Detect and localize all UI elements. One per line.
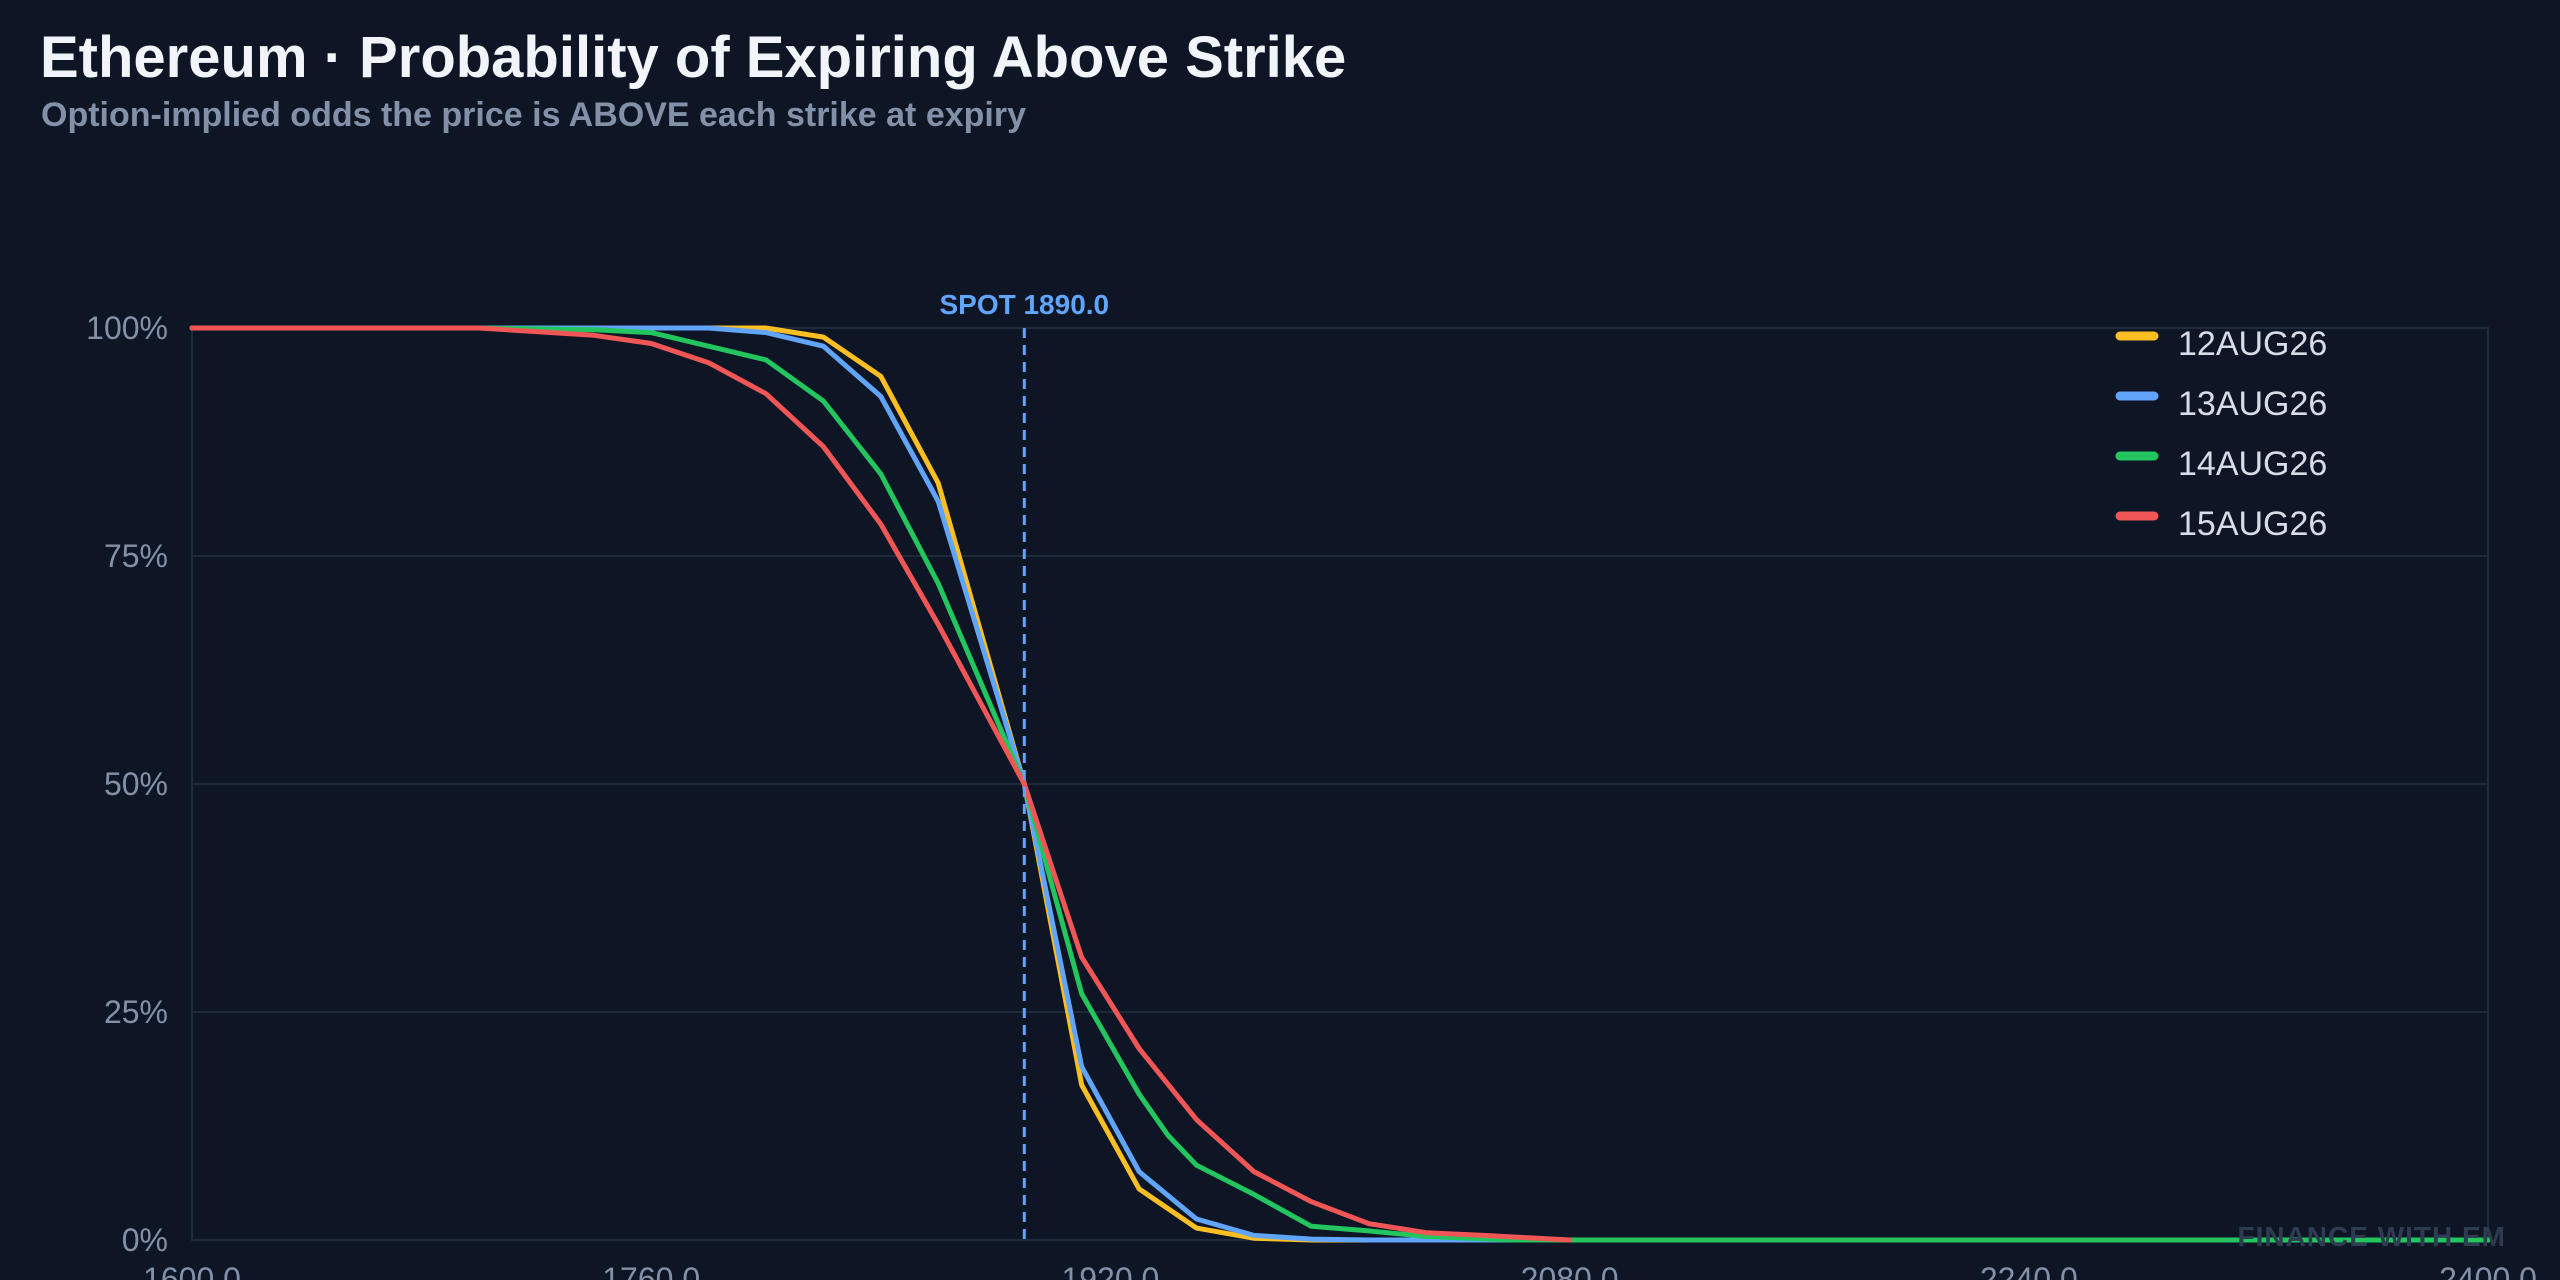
spot-marker: SPOT 1890.0 xyxy=(939,289,1109,1240)
y-tick-label: 50% xyxy=(104,766,168,802)
series-line-15aug26 xyxy=(189,325,1573,1243)
x-tick-label: 2240.0 xyxy=(1980,1261,2078,1280)
series-line-13aug26 xyxy=(189,325,2491,1243)
series-lines xyxy=(189,325,2491,1243)
legend-label: 13AUG26 xyxy=(2178,385,2327,423)
x-tick-label: 1760.0 xyxy=(602,1261,700,1280)
y-tick-label: 75% xyxy=(104,538,168,574)
x-tick-label: 1600.0 xyxy=(143,1261,241,1280)
page-title: Ethereum · Probability of Expiring Above… xyxy=(40,25,1347,90)
y-tick-label: 0% xyxy=(122,1222,168,1258)
x-axis-tick-labels: 1600.0 1760.0 1920.0 2080.0 2240.0 2400.0 xyxy=(143,1261,2537,1280)
y-tick-label: 100% xyxy=(86,310,168,346)
page-subtitle: Option-implied odds the price is ABOVE e… xyxy=(41,96,1026,134)
x-tick-label: 1920.0 xyxy=(1061,1261,1159,1280)
x-tick-label: 2400.0 xyxy=(2439,1261,2537,1280)
x-tick-label: 2080.0 xyxy=(1521,1261,1619,1280)
legend: 12AUG26 13AUG26 14AUG26 15AUG26 xyxy=(2115,325,2327,543)
y-axis-tick-labels: 0% 25% 50% 75% 100% xyxy=(86,310,168,1258)
spot-label: SPOT 1890.0 xyxy=(939,289,1109,320)
legend-label: 14AUG26 xyxy=(2178,445,2327,483)
legend-label: 15AUG26 xyxy=(2178,505,2327,543)
y-tick-label: 25% xyxy=(104,994,168,1030)
series-line-14aug26 xyxy=(189,325,2491,1243)
legend-label: 12AUG26 xyxy=(2178,325,2327,363)
grid-lines xyxy=(191,327,2489,1241)
watermark: FINANCE WITH EM xyxy=(2237,1221,2506,1252)
